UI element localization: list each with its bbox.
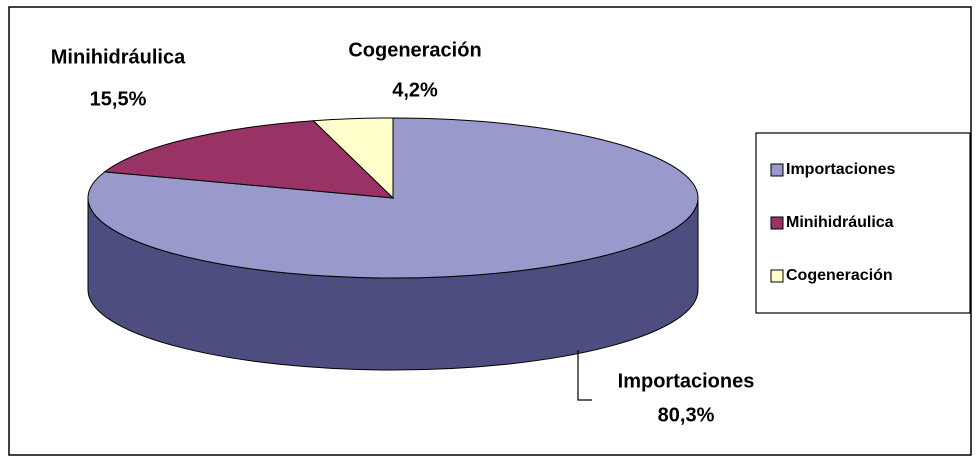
slice-label: Minihidráulica xyxy=(51,46,186,68)
legend-label: Importaciones xyxy=(786,161,895,178)
slice-value-label: 4,2% xyxy=(392,79,438,101)
slice-value-label: 15,5% xyxy=(90,88,147,110)
legend-swatch xyxy=(770,163,784,177)
legend xyxy=(755,132,971,314)
pie-slice xyxy=(103,120,395,199)
legend-swatch xyxy=(770,269,784,283)
slice-value-label: 80,3% xyxy=(658,404,715,426)
pie xyxy=(87,117,699,371)
legend-label: Cogeneración xyxy=(786,267,893,284)
legend-swatch xyxy=(770,216,784,230)
legend-label: Minihidráulica xyxy=(786,214,894,231)
pie-slice xyxy=(312,117,394,200)
slice-label: Cogeneración xyxy=(348,39,481,61)
slice-label: Importaciones xyxy=(618,370,755,392)
leader-line xyxy=(577,350,592,401)
